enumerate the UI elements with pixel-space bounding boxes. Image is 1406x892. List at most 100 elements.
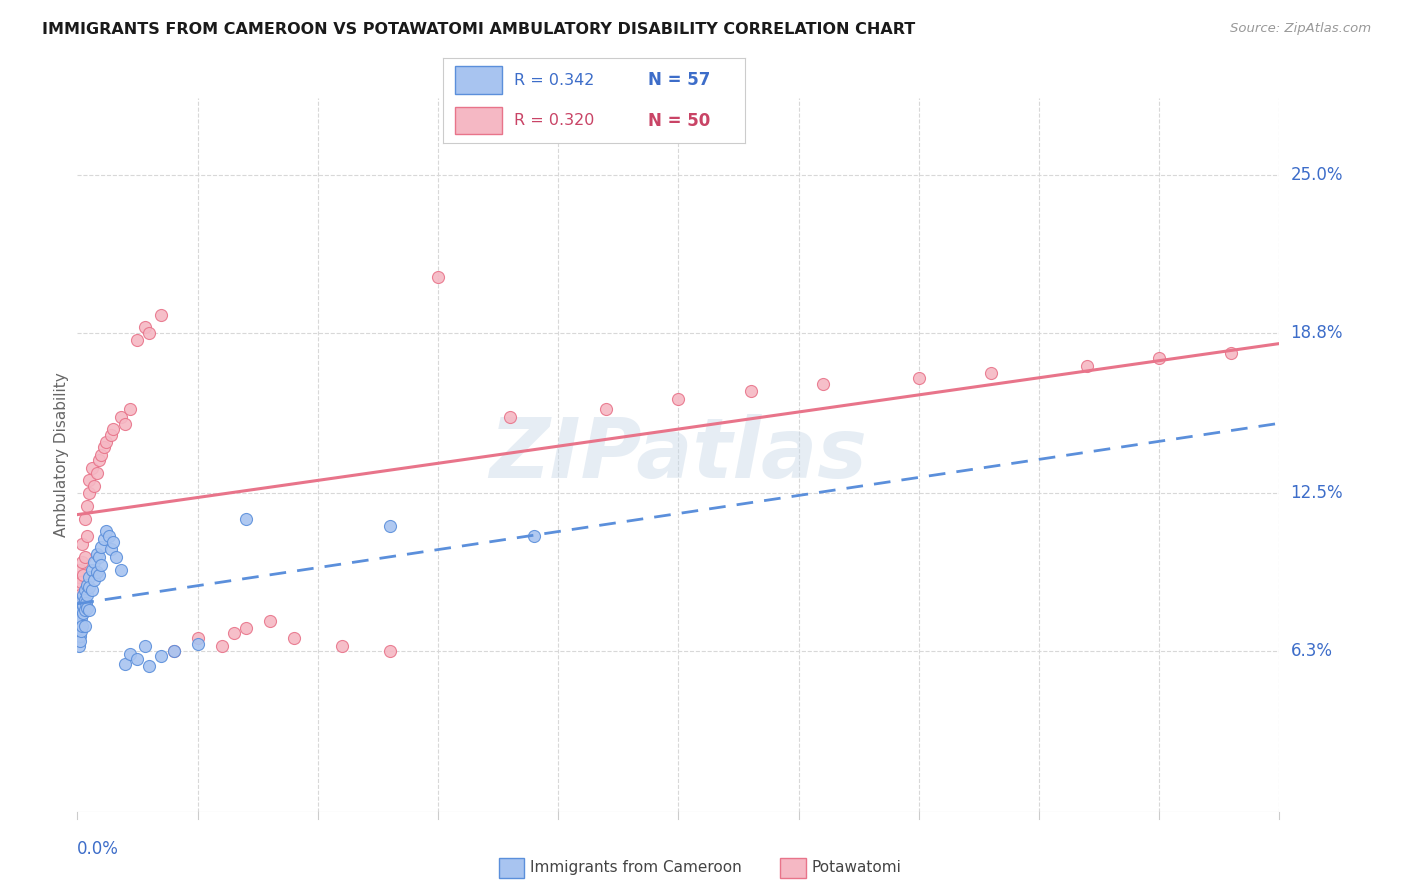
- Point: [73, 618, 96, 632]
- Point: [93, 532, 115, 546]
- Point: [87, 549, 110, 564]
- Point: [69, 621, 91, 635]
- Point: [70, 575, 93, 590]
- Point: [150, 308, 173, 322]
- Point: [70, 618, 93, 632]
- Point: [259, 614, 281, 628]
- Point: [90, 558, 112, 572]
- Point: [80, 582, 103, 597]
- Point: [162, 644, 184, 658]
- Point: [72, 606, 94, 620]
- Point: [138, 659, 160, 673]
- Point: [523, 529, 546, 543]
- Point: [668, 392, 690, 406]
- Text: 25.0%: 25.0%: [1291, 166, 1343, 184]
- Point: [330, 639, 353, 653]
- Point: [67, 624, 90, 638]
- Point: [90, 540, 112, 554]
- Point: [72, 567, 94, 582]
- Point: [70, 603, 93, 617]
- Point: [103, 422, 125, 436]
- Text: N = 57: N = 57: [648, 71, 711, 89]
- Text: N = 50: N = 50: [648, 112, 710, 129]
- Point: [114, 657, 136, 671]
- Point: [87, 453, 110, 467]
- Point: [69, 629, 91, 643]
- Point: [811, 376, 834, 391]
- Point: [127, 652, 149, 666]
- Point: [100, 427, 122, 442]
- Point: [235, 511, 257, 525]
- Point: [595, 402, 617, 417]
- Point: [73, 549, 96, 564]
- Point: [79, 581, 101, 595]
- Point: [69, 588, 91, 602]
- Point: [72, 599, 94, 613]
- Point: [740, 384, 762, 399]
- Point: [76, 588, 98, 602]
- Point: [86, 565, 108, 579]
- Point: [96, 524, 118, 539]
- Text: ZIPatlas: ZIPatlas: [489, 415, 868, 495]
- Point: [70, 593, 93, 607]
- Point: [76, 578, 98, 592]
- Text: Source: ZipAtlas.com: Source: ZipAtlas.com: [1230, 22, 1371, 36]
- Point: [120, 402, 142, 417]
- Point: [86, 547, 108, 561]
- Point: [79, 474, 101, 488]
- Point: [427, 269, 450, 284]
- Point: [67, 639, 90, 653]
- Point: [499, 409, 522, 424]
- Point: [69, 563, 91, 577]
- Point: [80, 460, 103, 475]
- Point: [222, 626, 245, 640]
- Point: [127, 333, 149, 347]
- Point: [76, 529, 98, 543]
- Text: 18.8%: 18.8%: [1291, 324, 1343, 342]
- Text: 0.0%: 0.0%: [77, 840, 120, 858]
- Text: R = 0.320: R = 0.320: [513, 113, 593, 128]
- Point: [67, 618, 90, 632]
- Text: Immigrants from Cameroon: Immigrants from Cameroon: [530, 860, 742, 874]
- Point: [76, 600, 98, 615]
- Point: [186, 632, 209, 646]
- Point: [83, 478, 105, 492]
- Point: [150, 649, 173, 664]
- Point: [235, 621, 257, 635]
- Bar: [456, 67, 502, 94]
- Point: [75, 596, 97, 610]
- Y-axis label: Ambulatory Disability: Ambulatory Disability: [53, 373, 69, 537]
- Point: [70, 624, 93, 638]
- Point: [97, 529, 120, 543]
- Point: [980, 367, 1002, 381]
- Point: [73, 511, 96, 525]
- Point: [67, 581, 90, 595]
- Point: [79, 603, 101, 617]
- Point: [70, 611, 93, 625]
- Bar: [456, 107, 502, 134]
- Point: [120, 647, 142, 661]
- Point: [70, 555, 93, 569]
- Text: IMMIGRANTS FROM CAMEROON VS POTAWATOMI AMBULATORY DISABILITY CORRELATION CHART: IMMIGRANTS FROM CAMEROON VS POTAWATOMI A…: [42, 22, 915, 37]
- Point: [378, 519, 401, 533]
- Point: [90, 448, 112, 462]
- Point: [104, 549, 127, 564]
- Point: [110, 409, 132, 424]
- Point: [70, 537, 93, 551]
- Point: [134, 320, 156, 334]
- Point: [69, 606, 91, 620]
- Point: [211, 639, 233, 653]
- Point: [76, 499, 98, 513]
- Point: [114, 417, 136, 432]
- Point: [138, 326, 160, 340]
- Point: [73, 582, 96, 597]
- Point: [72, 588, 94, 602]
- Point: [908, 371, 931, 385]
- Point: [73, 603, 96, 617]
- Text: 12.5%: 12.5%: [1291, 484, 1343, 502]
- Point: [79, 570, 101, 584]
- Point: [103, 534, 125, 549]
- Point: [69, 614, 91, 628]
- Point: [79, 486, 101, 500]
- Point: [1149, 351, 1171, 365]
